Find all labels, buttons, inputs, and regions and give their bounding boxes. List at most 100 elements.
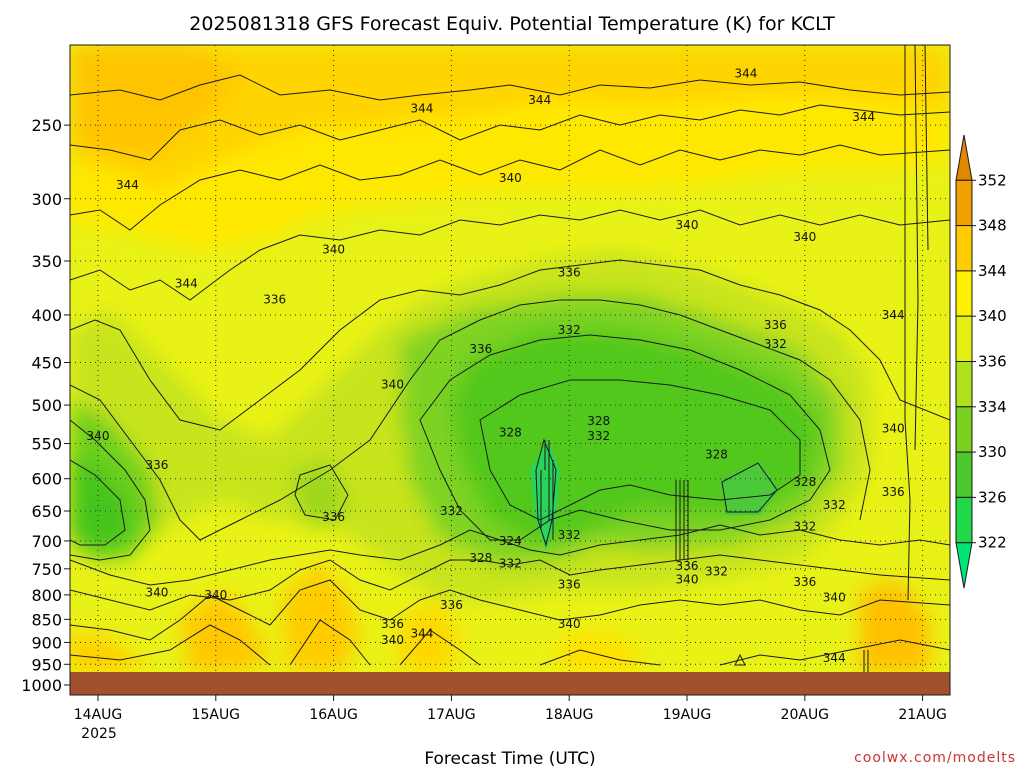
contour-label: 336 xyxy=(322,510,345,524)
contour-label-text: 340 xyxy=(87,429,110,443)
contour-label: 336 xyxy=(469,342,492,356)
contour-label-text: 340 xyxy=(381,633,404,647)
contour-line xyxy=(70,259,950,431)
colorbar-label: 322 xyxy=(978,534,1007,552)
contour-label-text: 336 xyxy=(263,293,286,307)
y-tick-label: 750 xyxy=(31,560,62,579)
contour-label: 332 xyxy=(558,323,581,337)
contour-line xyxy=(734,650,869,672)
contour-label-text: 340 xyxy=(381,377,404,391)
contour-label: 340 xyxy=(676,218,699,232)
contour-label: 344 xyxy=(116,178,139,192)
contour-label-text: 328 xyxy=(587,414,610,428)
y-tick-label: 900 xyxy=(31,633,62,652)
grid-lines xyxy=(70,45,950,672)
contour-line xyxy=(479,379,801,521)
contour-label: 336 xyxy=(145,458,168,472)
region-low-warm-18 xyxy=(560,630,640,672)
contour-label-text: 340 xyxy=(145,585,168,599)
contour-line xyxy=(535,438,557,547)
contour-label: 340 xyxy=(882,422,905,436)
contour-line xyxy=(70,144,950,231)
contour-label-text: 344 xyxy=(882,308,905,322)
region-low-warm-16 xyxy=(280,560,360,672)
contour-label: 344 xyxy=(410,626,433,640)
contour-label: 344 xyxy=(823,651,846,665)
contour-label: 332 xyxy=(764,337,787,351)
colorbar: 352 348 344 340 336 334 330 326 322 xyxy=(955,134,1007,589)
y-tick-label: 800 xyxy=(31,586,62,605)
colorbar-cap-bottom xyxy=(955,542,973,589)
contour-label: 336 xyxy=(263,293,286,307)
contour-label-text: 340 xyxy=(558,617,581,631)
contour-line xyxy=(540,440,554,540)
contour-label: 328 xyxy=(793,475,816,489)
contour-label-text: 340 xyxy=(676,218,699,232)
contour-line xyxy=(294,464,349,521)
colorbar-label: 348 xyxy=(978,217,1007,235)
colorbar-segment xyxy=(955,496,973,544)
contour-label-text: 328 xyxy=(469,551,492,565)
contour-line xyxy=(70,554,950,611)
region-low-warm-20 xyxy=(860,580,930,672)
contour-label-text: 332 xyxy=(705,564,728,578)
contour-label: 340 xyxy=(558,617,581,631)
contour-label: 328 xyxy=(499,425,522,439)
y-tick-label: 250 xyxy=(31,116,62,135)
colorbar-label: 330 xyxy=(978,443,1007,461)
contour-line xyxy=(721,462,778,513)
contour-label: 344 xyxy=(734,66,757,80)
contour-label-text: 336 xyxy=(793,575,816,589)
contour-label: 336 xyxy=(558,578,581,592)
contour-label: 336 xyxy=(440,598,463,612)
contour-label: 332 xyxy=(440,504,463,518)
contour-label-text: 340 xyxy=(322,242,345,256)
y-tick-label: 950 xyxy=(31,655,62,674)
contour-label: 336 xyxy=(676,559,699,573)
contour-label-text: 332 xyxy=(823,498,846,512)
x-tick-label: 18AUG xyxy=(545,707,594,723)
contour-label-text: 336 xyxy=(882,485,905,499)
y-tick-label: 300 xyxy=(31,190,62,209)
colorbar-label: 326 xyxy=(978,488,1007,506)
x-sub-label: 2025 xyxy=(81,726,117,742)
contour-line xyxy=(904,45,929,601)
contour-label: 336 xyxy=(558,265,581,279)
contour-label-text: 340 xyxy=(882,422,905,436)
contour-line xyxy=(70,419,151,561)
y-tick-label: 700 xyxy=(31,532,62,551)
contour-label: 344 xyxy=(528,93,551,107)
y-tick-label: 600 xyxy=(31,470,62,489)
colorbar-segment xyxy=(955,179,973,227)
colorbar-label: 344 xyxy=(978,262,1007,280)
contour-label-text: 344 xyxy=(116,178,139,192)
contour-label: 340 xyxy=(381,633,404,647)
contour-label-text: 344 xyxy=(175,276,198,290)
contour-label-text: 344 xyxy=(734,66,757,80)
colorbar-label: 352 xyxy=(978,171,1007,189)
colorbar-label: 340 xyxy=(978,307,1007,325)
x-tick-label: 14AUG xyxy=(74,707,123,723)
y-tick-label: 500 xyxy=(31,396,62,415)
colorbar-label: 334 xyxy=(978,398,1007,416)
contour-label: 332 xyxy=(499,556,522,570)
below-ground xyxy=(70,672,950,695)
contour-label-text: 344 xyxy=(410,626,433,640)
contour-label-text: 336 xyxy=(469,342,492,356)
colorbar-segment xyxy=(955,270,973,317)
contour-label: 340 xyxy=(676,572,699,586)
contour-label: 344 xyxy=(852,110,875,124)
contour-label-text: 340 xyxy=(823,590,846,604)
contour-label-text: 328 xyxy=(705,447,728,461)
x-axis: 14AUG 15AUG 16AUG 17AUG 18AUG 19AUG 20AUG 21AUG xyxy=(74,695,947,723)
y-tick-label: 850 xyxy=(31,610,62,629)
colorbar-segment xyxy=(955,451,973,498)
colorbar-segment xyxy=(955,315,973,363)
contour-label-text: 332 xyxy=(793,519,816,533)
contour-label-text: 332 xyxy=(499,556,522,570)
region-upper-yellow xyxy=(70,95,950,250)
colorbar-segment xyxy=(955,406,973,453)
contour-label: 332 xyxy=(793,519,816,533)
y-axis: 250 300 350 400 450 500 550 600 650 700 750 800 850 9… xyxy=(21,116,70,695)
